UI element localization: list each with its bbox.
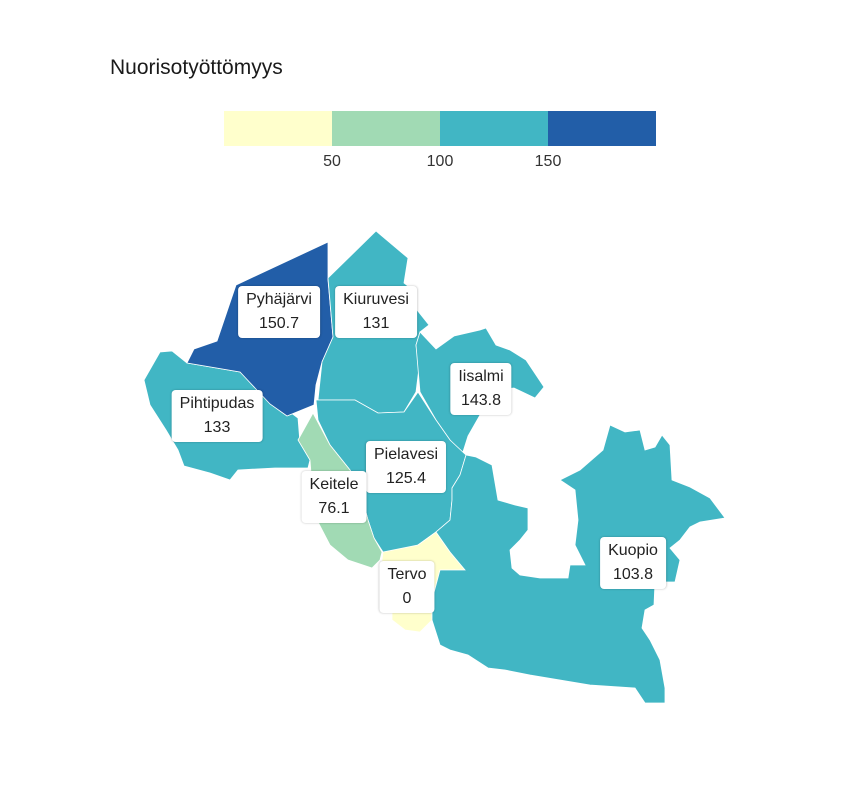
region-value: 131 [362,315,390,332]
region-value: 125.4 [385,470,427,487]
label-kiuruvesi: Kiuruvesi 131 [335,286,417,338]
legend-swatch-4 [548,111,656,146]
label-pyhajarvi: Pyhäjärvi 150.7 [238,286,320,338]
region-name: Pyhäjärvi [246,291,312,308]
label-keitele: Keitele 76.1 [301,471,367,523]
legend-swatch-1 [224,111,332,146]
region-value: 133 [203,419,231,436]
legend-swatch-2 [332,111,440,146]
region-value: 76.1 [318,500,350,517]
color-legend [224,111,656,146]
label-iisalmi: Iisalmi 143.8 [450,363,512,415]
legend-tick-150: 150 [534,153,562,170]
region-value: 0 [402,590,412,607]
label-pielavesi: Pielavesi 125.4 [365,441,447,493]
region-name: Kiuruvesi [343,291,409,308]
region-name: Kuopio [608,542,658,559]
region-name: Tervo [387,566,427,583]
legend-tick-100: 100 [426,153,454,170]
legend-tick-50: 50 [323,153,341,170]
region-kuopio[interactable] [431,424,726,704]
region-name: Iisalmi [458,368,504,385]
map-title: Nuorisotyöttömyys [110,56,283,79]
label-kuopio: Kuopio 103.8 [600,537,666,589]
region-value: 150.7 [258,315,300,332]
region-name: Pihtipudas [179,395,255,412]
region-value: 103.8 [612,566,654,583]
label-tervo: Tervo 0 [379,561,435,613]
label-pihtipudas: Pihtipudas 133 [171,390,263,442]
region-name: Pielavesi [373,446,439,463]
region-name: Keitele [309,476,359,493]
legend-swatch-3 [440,111,548,146]
region-value: 143.8 [460,392,502,409]
